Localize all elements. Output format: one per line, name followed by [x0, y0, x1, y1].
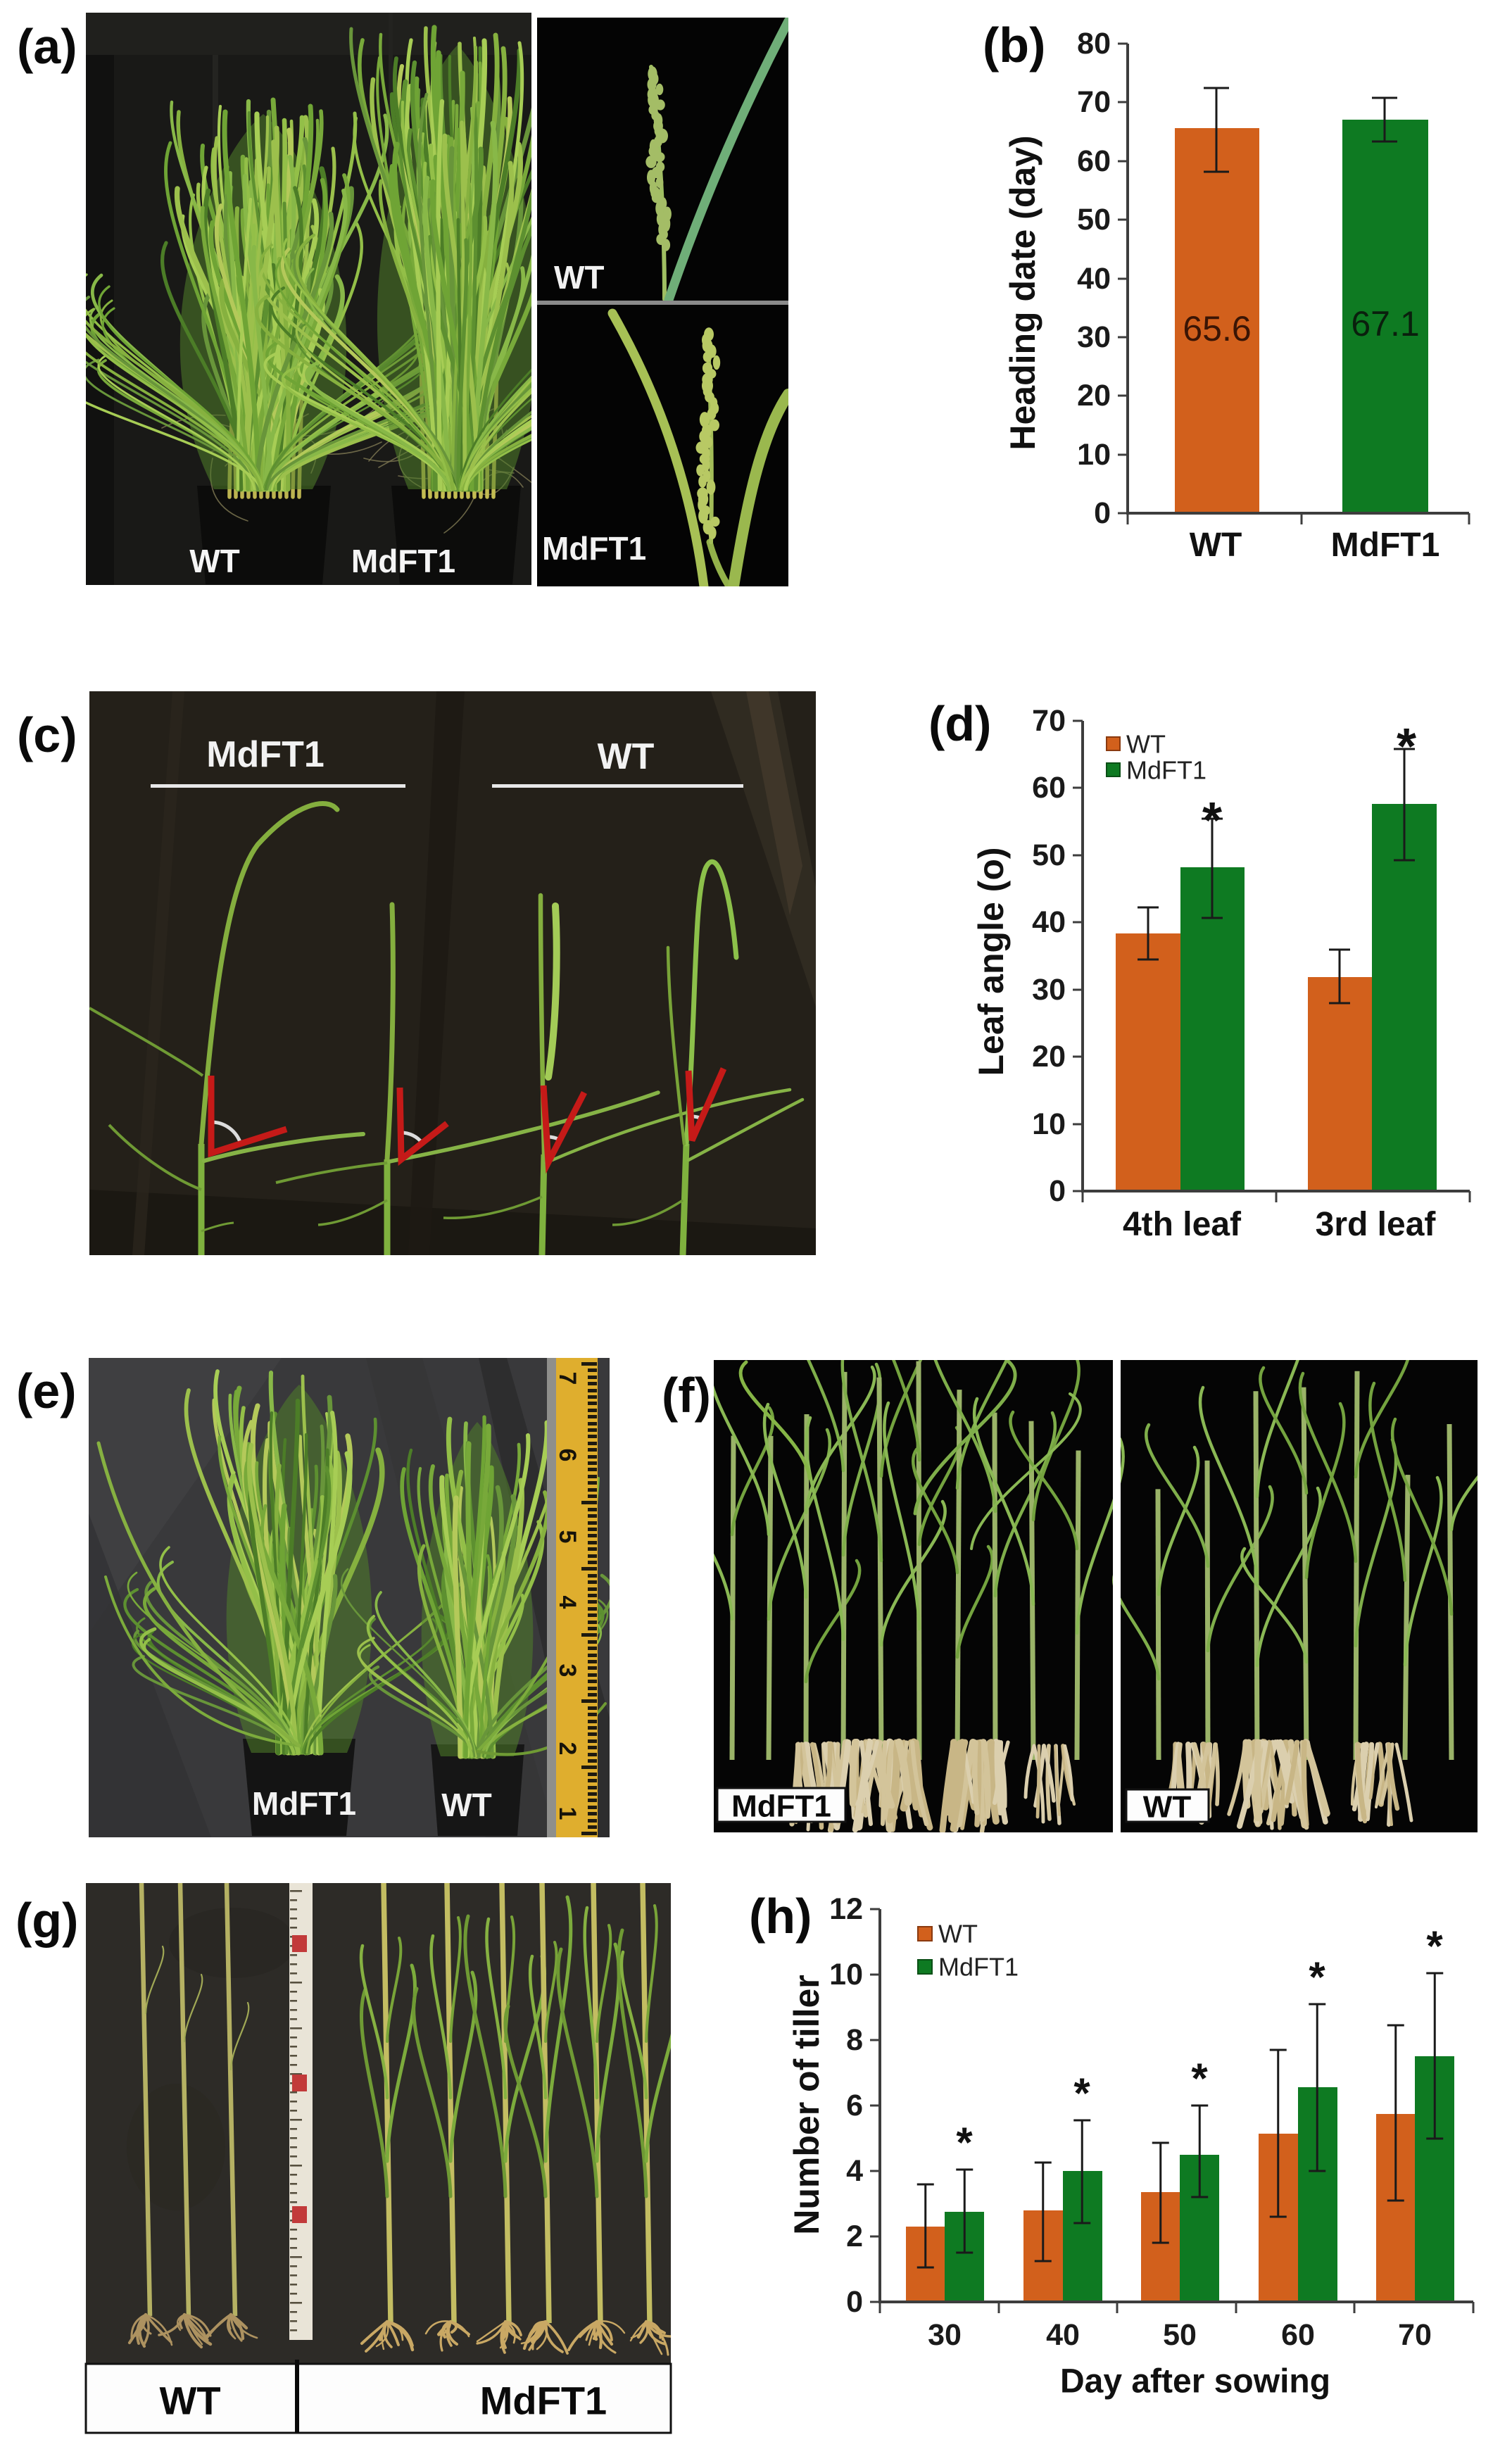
- svg-text:30: 30: [928, 2318, 962, 2352]
- svg-text:0: 0: [846, 2285, 863, 2319]
- svg-text:WT: WT: [189, 543, 240, 579]
- svg-text:*: *: [1397, 719, 1416, 775]
- svg-text:WT: WT: [1126, 730, 1166, 759]
- svg-text:20: 20: [1077, 379, 1111, 413]
- svg-text:WT: WT: [598, 736, 655, 777]
- svg-text:Number of tiller: Number of tiller: [787, 1975, 826, 2234]
- svg-text:(f): (f): [662, 1368, 711, 1423]
- svg-text:WT: WT: [441, 1787, 492, 1823]
- svg-text:60: 60: [1077, 144, 1111, 178]
- svg-text:3rd leaf: 3rd leaf: [1316, 1206, 1437, 1243]
- svg-text:65.6: 65.6: [1183, 309, 1251, 348]
- svg-text:(a): (a): [17, 19, 77, 74]
- svg-text:4th leaf: 4th leaf: [1123, 1206, 1242, 1243]
- svg-text:Heading date (day): Heading date (day): [1003, 135, 1042, 450]
- svg-text:60: 60: [1032, 771, 1066, 805]
- svg-text:40: 40: [1046, 2318, 1080, 2352]
- svg-text:6: 6: [554, 1449, 581, 1462]
- svg-text:6: 6: [846, 2089, 863, 2122]
- svg-text:67.1: 67.1: [1351, 304, 1419, 344]
- svg-text:Day after sowing: Day after sowing: [1060, 2363, 1330, 2400]
- svg-text:WT: WT: [938, 1920, 978, 1949]
- svg-text:40: 40: [1077, 262, 1111, 296]
- svg-text:(b): (b): [983, 18, 1045, 73]
- svg-text:20: 20: [1032, 1040, 1066, 1074]
- svg-text:(h): (h): [749, 1889, 812, 1944]
- svg-text:MdFT1: MdFT1: [542, 530, 646, 567]
- svg-text:60: 60: [1281, 2318, 1315, 2352]
- svg-text:(e): (e): [16, 1364, 77, 1418]
- svg-text:*: *: [1073, 2070, 1090, 2117]
- svg-text:(g): (g): [15, 1893, 78, 1948]
- svg-text:WT: WT: [554, 259, 605, 296]
- svg-text:1: 1: [554, 1807, 581, 1820]
- svg-text:MdFT1: MdFT1: [1331, 527, 1440, 564]
- svg-text:MdFT1: MdFT1: [731, 1789, 831, 1824]
- svg-text:(c): (c): [17, 707, 77, 762]
- svg-text:10: 10: [1032, 1107, 1066, 1141]
- svg-text:MdFT1: MdFT1: [351, 543, 455, 579]
- svg-text:WT: WT: [159, 2379, 220, 2423]
- svg-text:7: 7: [554, 1372, 581, 1385]
- svg-text:80: 80: [1077, 27, 1111, 61]
- svg-text:70: 70: [1398, 2318, 1432, 2352]
- svg-text:2: 2: [554, 1742, 581, 1756]
- svg-text:30: 30: [1032, 973, 1066, 1007]
- svg-text:50: 50: [1032, 838, 1066, 872]
- svg-text:50: 50: [1077, 203, 1111, 237]
- svg-text:MdFT1: MdFT1: [1126, 756, 1207, 785]
- svg-text:MdFT1: MdFT1: [480, 2379, 607, 2423]
- svg-text:12: 12: [829, 1892, 863, 1926]
- svg-text:70: 70: [1077, 85, 1111, 119]
- svg-text:40: 40: [1032, 905, 1066, 939]
- svg-text:30: 30: [1077, 320, 1111, 354]
- svg-text:4: 4: [554, 1596, 581, 1609]
- svg-text:*: *: [1426, 1922, 1443, 1970]
- svg-text:MdFT1: MdFT1: [206, 734, 325, 775]
- svg-text:2: 2: [846, 2220, 863, 2253]
- svg-text:10: 10: [829, 1958, 863, 1991]
- svg-text:0: 0: [1094, 496, 1111, 530]
- svg-text:*: *: [1191, 2055, 1208, 2102]
- svg-text:10: 10: [1077, 438, 1111, 472]
- svg-text:5: 5: [554, 1530, 581, 1544]
- svg-text:(d): (d): [928, 696, 991, 751]
- svg-text:70: 70: [1032, 704, 1066, 738]
- svg-text:*: *: [956, 2119, 973, 2166]
- svg-text:MdFT1: MdFT1: [252, 1785, 356, 1822]
- svg-text:8: 8: [846, 2023, 863, 2057]
- svg-text:*: *: [1309, 1953, 1325, 2001]
- svg-text:*: *: [1202, 793, 1222, 849]
- svg-text:Leaf angle (o): Leaf angle (o): [971, 847, 1011, 1076]
- svg-text:4: 4: [846, 2154, 863, 2188]
- svg-text:50: 50: [1163, 2318, 1197, 2352]
- svg-text:WT: WT: [1143, 1790, 1192, 1825]
- svg-text:MdFT1: MdFT1: [938, 1953, 1019, 1982]
- svg-text:0: 0: [1049, 1174, 1066, 1208]
- svg-text:3: 3: [554, 1664, 581, 1678]
- svg-text:WT: WT: [1190, 527, 1242, 564]
